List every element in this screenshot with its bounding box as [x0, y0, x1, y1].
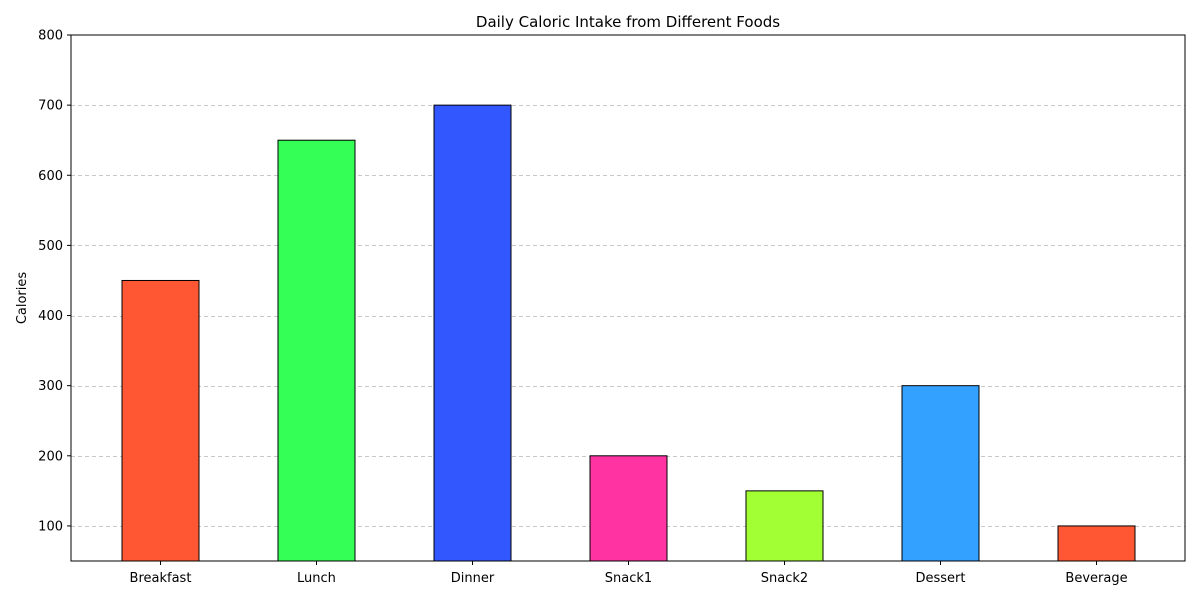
x-tick-label-lunch: Lunch [297, 571, 336, 586]
x-tick-label-dinner: Dinner [451, 571, 495, 586]
y-tick-label-500: 500 [38, 239, 63, 254]
y-axis-label: Calories [15, 272, 30, 325]
bar-dessert [901, 385, 980, 562]
x-axis-ticks: Breakfast Lunch Dinner Snack1 Snack2 Dessert B… [130, 561, 1128, 586]
y-tick-label-100: 100 [38, 519, 63, 534]
bar-breakfast [121, 279, 200, 562]
bar-beverage [1057, 525, 1136, 562]
bar-snack2 [745, 490, 824, 562]
x-tick-label-dessert: Dessert [916, 571, 966, 586]
bar-lunch [277, 139, 356, 562]
y-tick-label-600: 600 [38, 169, 63, 184]
bar-snack1 [589, 455, 668, 562]
chart-title: Daily Caloric Intake from Different Food… [476, 13, 780, 31]
x-tick-label-snack1: Snack1 [605, 571, 652, 586]
x-tick-label-breakfast: Breakfast [130, 571, 192, 586]
y-tick-label-800: 800 [38, 29, 63, 44]
y-axis-ticks: 100 200 300 400 500 600 700 800 [38, 29, 71, 534]
bars [121, 104, 1136, 562]
y-tick-label-300: 300 [38, 379, 63, 394]
x-tick-label-beverage: Beverage [1065, 571, 1127, 586]
y-tick-label-200: 200 [38, 449, 63, 464]
bar-dinner [433, 104, 512, 562]
x-tick-label-snack2: Snack2 [761, 571, 808, 586]
y-tick-label-400: 400 [38, 309, 63, 324]
y-tick-label-700: 700 [38, 99, 63, 114]
